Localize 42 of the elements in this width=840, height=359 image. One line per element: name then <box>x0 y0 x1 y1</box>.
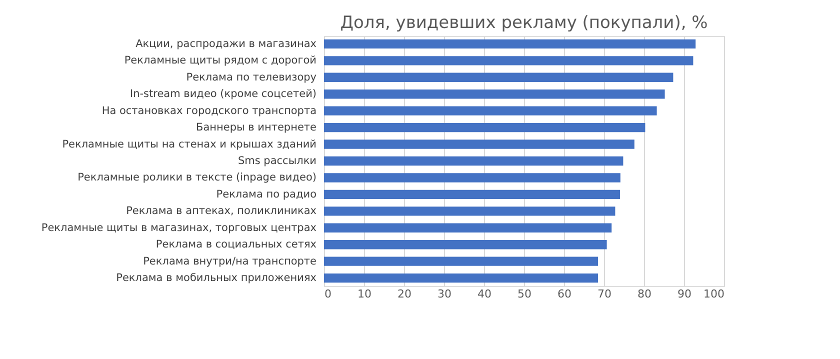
bar <box>324 72 674 82</box>
bar <box>324 122 646 132</box>
y-tick-label: Реклама в мобильных приложениях <box>116 272 316 284</box>
y-tick-label: Реклама в социальных сетях <box>156 238 316 251</box>
bar <box>324 56 694 66</box>
x-tick-label: 0 <box>324 288 332 300</box>
y-tick-label: Реклама в аптеках, поликлиниках <box>126 205 316 218</box>
y-tick-label: На остановках городского транспорта <box>102 104 316 117</box>
y-tick-label: Баннеры в интернете <box>196 122 316 134</box>
x-tick-label: 90 <box>678 288 692 300</box>
bar <box>324 223 612 232</box>
x-tick-label: 50 <box>518 288 532 300</box>
bar <box>324 190 620 200</box>
chart-title: Доля, увидевших рекламу (покупали), % <box>340 13 708 33</box>
bar <box>324 273 598 283</box>
y-tick-label: Акции, распродажи в магазинах <box>136 38 316 50</box>
bar <box>324 39 696 49</box>
y-tick-label: Реклама по радио <box>216 188 316 200</box>
bar <box>324 173 620 182</box>
x-tick-label: 80 <box>638 288 652 300</box>
y-tick-label: Sms рассылки <box>238 155 316 167</box>
x-tick-label: 30 <box>438 288 452 300</box>
x-tick-label: 70 <box>598 288 612 300</box>
y-tick-label: Реклама по телевизору <box>186 71 316 84</box>
y-tick-label: Рекламные щиты на стенах и крышах зданий <box>62 138 316 150</box>
y-tick-label: Рекламные щиты в магазинах, торговых центрах <box>41 222 316 234</box>
bar <box>324 106 657 116</box>
bar <box>324 206 616 216</box>
bar <box>324 90 665 99</box>
bar <box>324 156 624 166</box>
bar <box>324 140 634 149</box>
x-tick-label: 100 <box>704 288 724 300</box>
x-tick-label: 20 <box>398 288 412 300</box>
x-tick-label: 40 <box>478 288 492 300</box>
y-tick-label: Рекламные ролики в тексте (inpage видео) <box>78 172 316 184</box>
x-tick-label: 60 <box>558 288 572 300</box>
y-tick-label: In-stream видео (кроме соцсетей) <box>130 88 316 100</box>
x-tick-label: 10 <box>358 288 372 300</box>
y-tick-label: Реклама внутри/на транспорте <box>143 255 316 268</box>
y-tick-label: Рекламные щиты рядом с дорогой <box>124 54 316 67</box>
bar <box>324 256 598 266</box>
bar <box>324 240 607 250</box>
